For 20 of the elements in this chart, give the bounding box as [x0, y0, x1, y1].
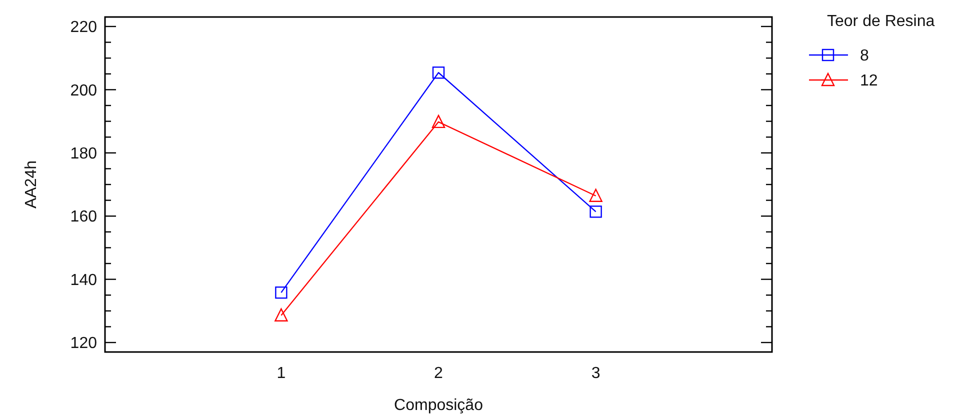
point	[274, 308, 288, 322]
y-tick-label: 200	[70, 82, 98, 100]
legend-label: 12	[860, 72, 878, 90]
y-tick-label: 180	[70, 145, 98, 162]
point	[590, 206, 602, 218]
x-axis-title: Composição	[394, 397, 484, 414]
y-axis-title: AA24h	[23, 160, 40, 209]
y-tick-label: 120	[70, 335, 98, 352]
y-tick-label: 220	[70, 19, 98, 36]
legend-label: 8	[860, 48, 869, 65]
y-tick-label: 160	[70, 208, 98, 226]
point	[589, 188, 602, 202]
y-tick-label: 140	[70, 272, 98, 289]
point	[432, 114, 446, 128]
point	[432, 66, 445, 79]
legend-title: Teor de Resina	[827, 13, 935, 30]
point	[275, 286, 288, 299]
x-tick-label: 3	[591, 365, 600, 382]
x-tick-label: 2	[434, 365, 444, 382]
x-tick-label: 1	[276, 365, 286, 382]
